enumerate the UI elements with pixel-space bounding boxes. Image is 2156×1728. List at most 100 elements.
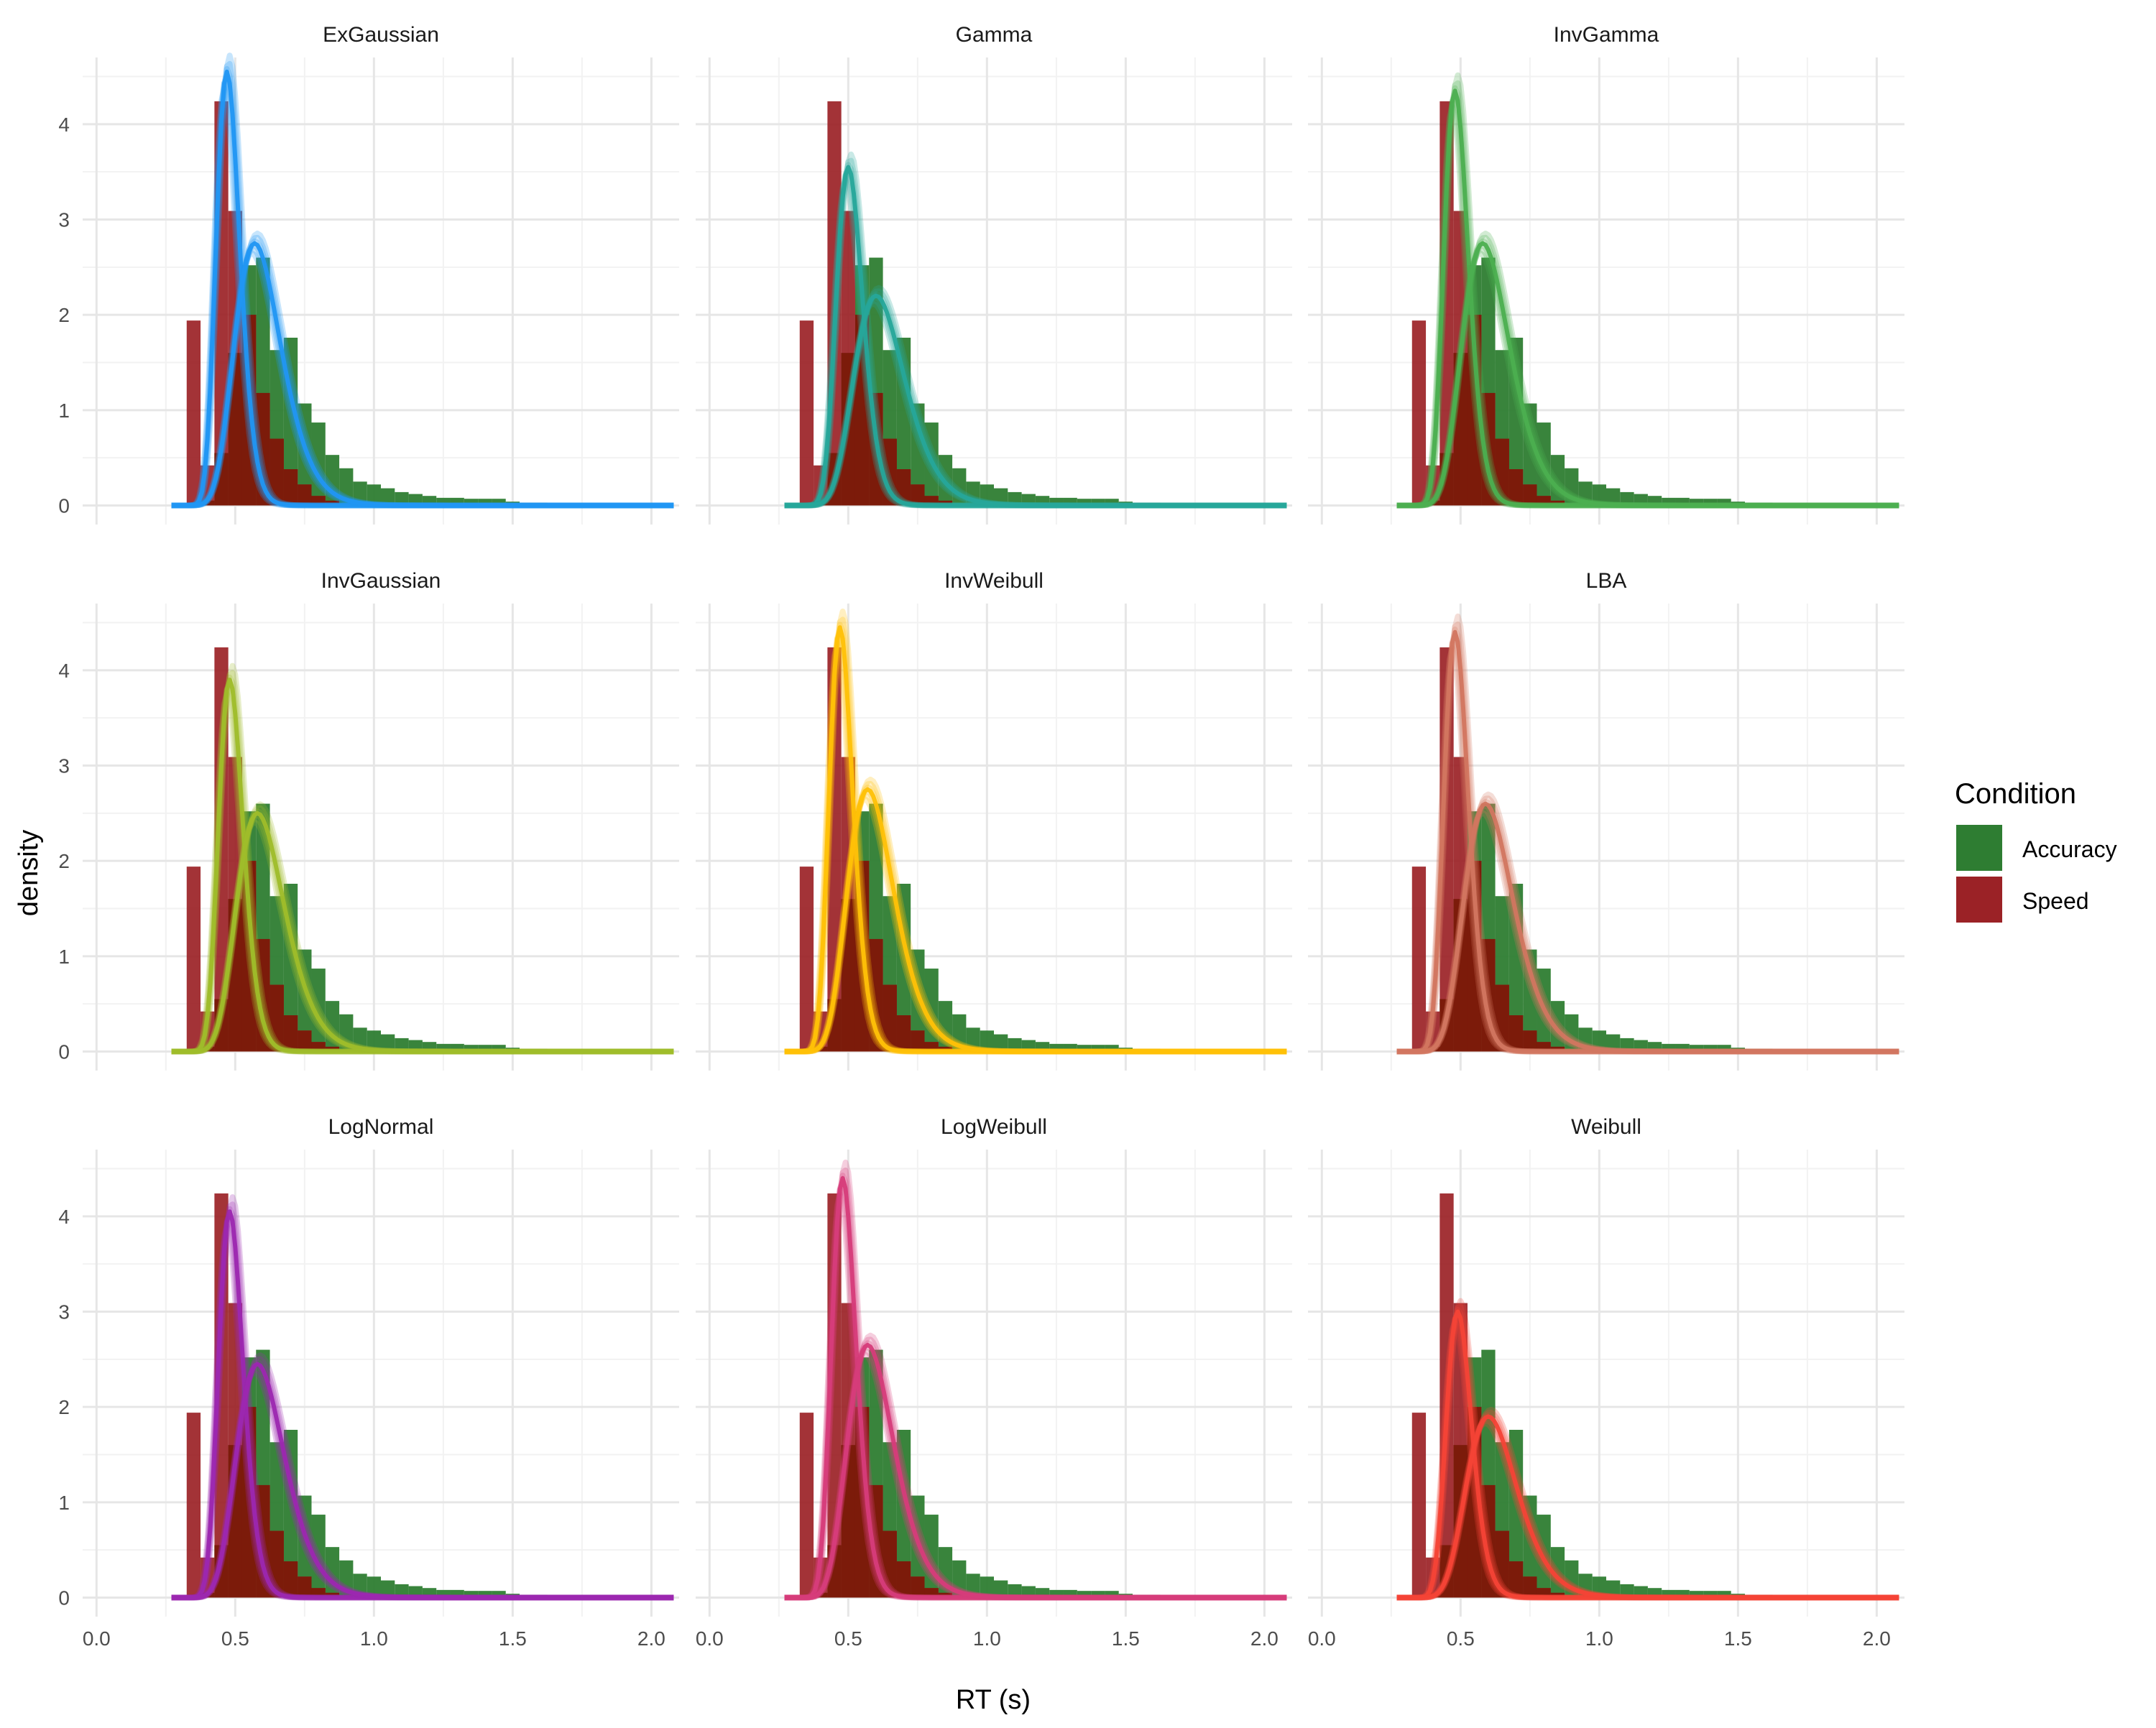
density-curve-accuracy [171, 810, 674, 1054]
histogram [186, 647, 631, 1052]
histogram-bar-accuracy [1634, 1040, 1648, 1052]
histogram-bar-accuracy [381, 1034, 395, 1052]
histogram-bar-accuracy [1662, 497, 1676, 506]
histogram-bar-accuracy [1049, 1589, 1064, 1598]
histogram-bar-speed [186, 867, 201, 1052]
x-tick-label: 0.5 [221, 1627, 249, 1650]
histogram-bar-accuracy [1620, 1584, 1634, 1598]
histogram-bar-accuracy [1105, 499, 1119, 506]
y-tick-label: 3 [58, 1301, 70, 1323]
histogram-bar-accuracy [994, 1580, 1008, 1598]
histogram-bar-accuracy [1647, 1042, 1662, 1052]
legend-key-accuracy [1956, 825, 2002, 871]
histogram-bar-speed [1411, 320, 1427, 506]
histogram-bar-accuracy [1620, 1038, 1634, 1052]
histogram-bar-accuracy [1035, 496, 1050, 506]
y-tick-label: 2 [58, 1396, 70, 1418]
histogram-bar-overlap [1550, 1046, 1565, 1052]
facet-title: InvWeibull [944, 569, 1044, 593]
facet-panel: LogWeibull [696, 1115, 1292, 1617]
histogram-bar-accuracy [464, 499, 479, 506]
density-curves [171, 52, 674, 509]
histogram-bar-overlap [1467, 315, 1482, 506]
legend-label-speed: Speed [2022, 888, 2089, 914]
x-tick-label: 1.0 [1585, 1627, 1613, 1650]
histogram-bar-overlap [1495, 984, 1509, 1052]
histogram-bar-overlap [298, 484, 312, 506]
histogram-bar-overlap [311, 1042, 326, 1052]
histogram-bar-speed [214, 647, 229, 1052]
histogram-bar-accuracy [980, 1030, 994, 1052]
facet-panel: Gamma [696, 23, 1292, 525]
histogram-bar-accuracy [1606, 1580, 1621, 1598]
gridlines [696, 57, 1292, 525]
histogram-bar-speed [799, 320, 814, 506]
legend-key-speed [1956, 877, 2002, 923]
histogram-bar-accuracy [478, 1591, 492, 1598]
histogram-bar-accuracy [1592, 484, 1606, 506]
facet-panel: ExGaussian 0 1 2 3 4 [58, 23, 679, 525]
facet-panel: InvGamma [1308, 23, 1904, 525]
x-tick-label: 1.5 [1112, 1627, 1140, 1650]
x-tick-label: 2.0 [1250, 1627, 1279, 1650]
histogram-bar-accuracy [1620, 491, 1634, 506]
histogram-bar-speed [799, 867, 814, 1052]
histogram-bar-accuracy [966, 1574, 980, 1598]
histogram-bar-accuracy [1077, 499, 1092, 506]
histogram-bar-accuracy [1606, 488, 1621, 506]
histogram [186, 101, 631, 506]
y-tick-label: 1 [58, 946, 70, 968]
histogram-bar-accuracy [1008, 491, 1022, 506]
density-curve-accuracy [1396, 1414, 1899, 1600]
x-tick-label: 1.0 [360, 1627, 388, 1650]
histogram-bar-overlap [325, 1046, 340, 1052]
histogram-bar-overlap [298, 1576, 312, 1598]
y-tick-label: 2 [58, 304, 70, 326]
x-axis-title: RT (s) [956, 1685, 1031, 1715]
histogram-bar-accuracy [1689, 1591, 1704, 1598]
histogram-bar-overlap [241, 861, 257, 1052]
legend: Condition Accuracy Speed [1955, 778, 2117, 923]
histogram-bar-accuracy [408, 1040, 423, 1052]
histogram-bar-overlap [896, 469, 911, 506]
y-tick-label: 0 [58, 1586, 70, 1609]
density-curves [1396, 72, 1899, 509]
histogram-bar-accuracy [422, 496, 437, 506]
facet-panel: Weibull [1308, 1115, 1904, 1617]
histogram-bar-overlap [911, 1030, 925, 1052]
histogram-bar-accuracy [1091, 1045, 1105, 1052]
histogram-bar-overlap [854, 1407, 870, 1598]
histogram-bar-accuracy [1008, 1038, 1022, 1052]
histogram-bar-accuracy [436, 1043, 451, 1052]
gridlines [83, 57, 679, 525]
histogram-bar-overlap [924, 1042, 939, 1052]
histogram-bar-overlap [270, 1530, 284, 1598]
histogram-bar-accuracy [1703, 1591, 1718, 1598]
histogram-bar-accuracy [1634, 494, 1648, 506]
facet-panel: InvWeibull [696, 569, 1292, 1071]
histogram-bar-overlap [911, 1576, 925, 1598]
histogram-bar-accuracy [1021, 494, 1036, 506]
histogram-bar-speed [186, 1413, 201, 1598]
y-tick-label: 0 [58, 494, 70, 517]
histogram-bar-accuracy [492, 499, 506, 506]
histogram-bar-overlap [1523, 1030, 1537, 1052]
histogram [799, 1193, 1244, 1598]
histogram-bar-overlap [283, 1015, 298, 1052]
y-axis-title: density [14, 830, 44, 916]
x-tick-label: 1.0 [973, 1627, 1001, 1650]
x-axis: 0.0 0.5 1.0 1.5 2.0 0.0 0.5 1.0 1.5 2.0 0.0 0.5 1.0 1… [83, 1627, 1891, 1650]
density-curves [784, 151, 1287, 509]
density-curves [1396, 1298, 1899, 1601]
histogram-bar-overlap [814, 1046, 828, 1052]
histogram-bar-accuracy [1662, 1589, 1676, 1598]
histogram-bar-accuracy [1606, 1034, 1621, 1052]
y-tick-label: 1 [58, 399, 70, 422]
gridlines [83, 604, 679, 1071]
histogram-bar-overlap [270, 438, 284, 506]
histogram-bar-accuracy [1662, 1043, 1676, 1052]
y-tick-label: 0 [58, 1040, 70, 1063]
histogram-bar-overlap [1550, 1592, 1565, 1598]
facet-panel: LogNormal 0 1 2 3 4 [58, 1115, 679, 1617]
